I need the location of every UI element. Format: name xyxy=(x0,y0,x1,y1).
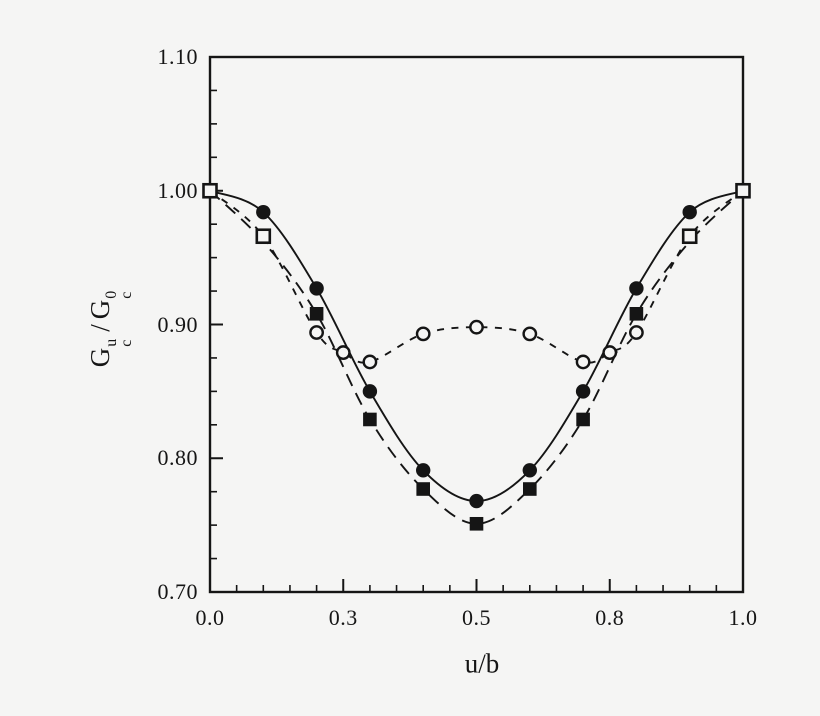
x-tick-label: 1.0 xyxy=(728,605,758,630)
series-line-long-dash-line-filled-squares xyxy=(209,190,744,525)
marker-filled-square xyxy=(629,307,644,321)
marker-filled-circle xyxy=(416,463,431,478)
x-tick-label: 0.5 xyxy=(462,605,491,630)
marker-filled-square xyxy=(576,412,590,427)
marker-filled-square xyxy=(309,307,324,321)
marker-filled-square xyxy=(469,516,484,531)
series-line-short-dash-line-open-circles xyxy=(209,190,744,364)
y-tick-label: 1.00 xyxy=(157,177,198,203)
marker-open-circle xyxy=(522,326,538,342)
x-axis-title: u/b xyxy=(464,648,500,679)
marker-filled-square xyxy=(523,482,537,496)
marker-open-circle xyxy=(335,345,351,360)
marker-filled-circle xyxy=(362,384,378,399)
y-title-g1-sub: c xyxy=(118,339,136,347)
marker-open-square xyxy=(202,182,218,199)
x-tick-label: 0.8 xyxy=(595,605,625,630)
marker-open-square xyxy=(681,228,698,245)
marker-open-circle xyxy=(309,325,324,340)
marker-filled-circle xyxy=(522,463,537,478)
marker-open-circle xyxy=(469,319,484,335)
marker-filled-square xyxy=(416,482,430,496)
marker-filled-circle xyxy=(469,493,484,509)
marker-filled-circle xyxy=(309,281,324,296)
series-line-solid-line-filled-circles xyxy=(209,189,744,503)
y-title-g2-sub: c xyxy=(118,291,136,299)
x-tick-label: 0.0 xyxy=(195,605,225,630)
marker-open-circle xyxy=(629,325,644,340)
marker-open-circle xyxy=(415,326,431,342)
marker-open-square xyxy=(255,228,272,245)
marker-open-circle xyxy=(575,354,591,370)
marker-filled-circle xyxy=(682,204,697,220)
y-title-g2: G xyxy=(85,299,116,320)
marker-filled-circle xyxy=(256,204,271,220)
y-tick-label: 0.80 xyxy=(157,445,198,471)
y-tick-label: 1.10 xyxy=(157,44,198,69)
marker-filled-circle xyxy=(575,384,591,399)
marker-filled-square xyxy=(363,412,377,427)
y-title-g1-sup: u xyxy=(103,338,121,347)
y-tick-label: 0.70 xyxy=(157,579,198,604)
x-tick-label: 0.3 xyxy=(328,605,358,630)
marker-open-square xyxy=(735,182,751,199)
y-title-slash: / xyxy=(85,324,116,332)
y-title-g2-sup: 0 xyxy=(103,290,121,299)
y-tick-label: 0.90 xyxy=(157,311,198,337)
marker-open-circle xyxy=(362,354,378,370)
marker-open-circle xyxy=(602,345,618,360)
marker-filled-circle xyxy=(629,281,644,296)
y-title-g1: G xyxy=(85,347,116,368)
